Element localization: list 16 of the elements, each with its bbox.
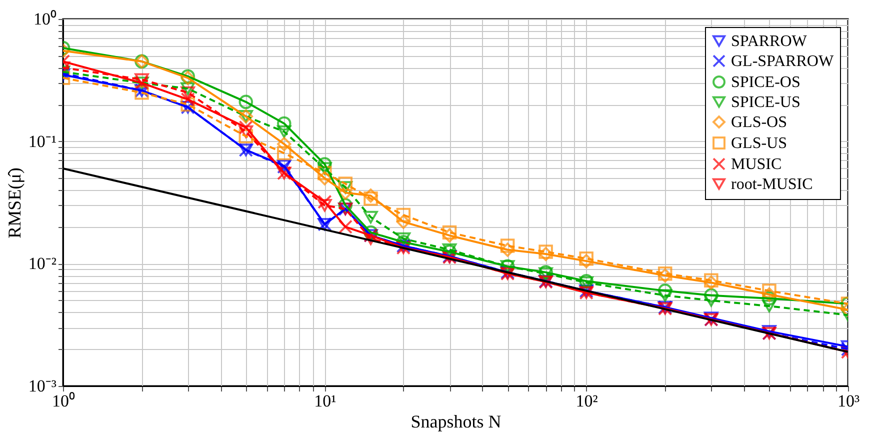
legend-label: SPARROW bbox=[731, 33, 808, 50]
legend-label: SPICE-US bbox=[731, 94, 800, 111]
legend-label: GL-SPARROW bbox=[731, 53, 834, 70]
y-axis-title: RMSE(μ̂) bbox=[4, 168, 24, 238]
x-tick-label: 10² bbox=[576, 392, 598, 410]
x-tick-label: 10³ bbox=[837, 392, 860, 410]
x-axis-title: Snapshots N bbox=[410, 412, 502, 432]
y-tick-label: 10⁰ bbox=[34, 10, 56, 28]
legend-label: MUSIC bbox=[731, 156, 782, 173]
legend-label: root-MUSIC bbox=[731, 176, 813, 193]
x-tick-label: 10¹ bbox=[314, 392, 336, 410]
y-tick-label: 10⁻¹ bbox=[28, 132, 56, 151]
legend-label: GLS-US bbox=[731, 135, 788, 152]
y-tick-label: 10⁻² bbox=[28, 254, 56, 274]
legend-label: GLS-OS bbox=[731, 114, 788, 131]
legend-label: SPICE-OS bbox=[731, 74, 800, 91]
